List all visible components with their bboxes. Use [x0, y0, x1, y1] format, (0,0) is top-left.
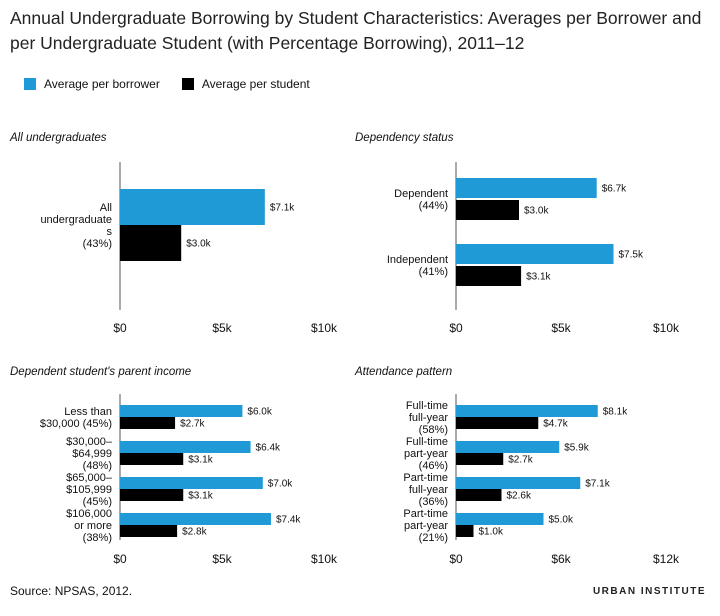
category-label: Part-time full-year (36%)	[403, 472, 448, 508]
x-tick-label: $10k	[311, 552, 338, 566]
bar-per-student	[456, 417, 539, 429]
bar-per-student	[456, 453, 504, 465]
x-tick-label: $10k	[653, 321, 680, 335]
bar-per-borrower	[456, 477, 581, 489]
bar-per-student	[120, 525, 178, 537]
data-label: $7.5k	[619, 250, 644, 261]
bar-per-borrower	[456, 405, 598, 417]
x-tick-label: $10k	[311, 321, 338, 335]
panel-title-parent-income: Dependent student's parent income	[10, 366, 192, 378]
x-tick-label: $0	[113, 321, 127, 335]
legend-swatch-student	[181, 78, 194, 90]
x-tick-label: $0	[449, 552, 463, 566]
panel-title-attendance: Attendance pattern	[355, 366, 453, 378]
brand-logo: URBAN INSTITUTE	[592, 586, 706, 597]
data-label: $3.1k	[526, 272, 551, 283]
data-label: $1.0k	[479, 527, 504, 538]
x-tick-label: $5k	[212, 552, 232, 566]
category-label: All undergraduate s (43%)	[40, 202, 112, 250]
x-tick-label: $5k	[551, 321, 571, 335]
data-label: $6.4k	[256, 443, 281, 454]
category-label: $65,000– $105,999 (45%)	[66, 472, 113, 508]
category-label: Full-time part-year (46%)	[404, 436, 448, 472]
legend-swatch-borrower	[24, 78, 36, 90]
bar-per-borrower	[120, 189, 265, 225]
legend-label-borrower: Average per borrower	[44, 77, 160, 91]
bar-per-student	[456, 525, 474, 537]
panel-title-dependency: Dependency status	[355, 132, 454, 144]
chart-title: Annual Undergraduate Borrowing by Studen…	[10, 8, 702, 53]
bar-per-student	[120, 489, 184, 501]
x-tick-label: $0	[449, 321, 463, 335]
bar-per-borrower	[456, 513, 544, 525]
data-label: $3.0k	[524, 206, 549, 217]
category-label: Independent (41%)	[387, 254, 448, 278]
category-label: Part-time part-year (21%)	[403, 508, 448, 544]
x-tick-label: $0	[113, 552, 127, 566]
data-label: $7.1k	[585, 479, 610, 490]
x-tick-label: $5k	[212, 321, 232, 335]
legend-item-student: Average per student	[181, 77, 310, 91]
data-label: $5.0k	[549, 515, 574, 526]
bar-per-student	[120, 225, 182, 261]
data-label: $3.1k	[188, 491, 213, 502]
data-label: $2.7k	[180, 419, 205, 430]
bar-per-student	[456, 200, 519, 220]
legend-label-student: Average per student	[201, 77, 310, 91]
bar-per-borrower	[120, 441, 251, 453]
legend-item-borrower: Average per borrower	[24, 77, 160, 91]
legend: Average per borrower Average per student	[24, 74, 332, 94]
data-label: $3.0k	[186, 239, 211, 250]
category-label: Full-time full-year (58%)	[406, 400, 449, 436]
data-label: $2.8k	[182, 527, 207, 538]
data-label: $4.7k	[543, 419, 568, 430]
panel-title-all: All undergraduates	[10, 132, 107, 144]
data-label: $3.1k	[188, 455, 213, 466]
bar-per-borrower	[120, 513, 271, 525]
data-label: $7.4k	[276, 515, 301, 526]
bar-per-borrower	[120, 405, 243, 417]
data-label: $2.6k	[507, 491, 532, 502]
x-tick-label: $6k	[551, 552, 571, 566]
bar-per-borrower	[456, 178, 597, 198]
data-label: $6.0k	[247, 407, 272, 418]
bar-per-borrower	[120, 477, 263, 489]
bar-per-student	[120, 417, 176, 429]
bar-per-borrower	[456, 244, 614, 264]
data-label: $5.9k	[564, 443, 589, 454]
source-note: Source: NPSAS, 2012.	[10, 584, 133, 598]
data-label: $7.0k	[268, 479, 293, 490]
category-label: $30,000– $64,999 (48%)	[66, 436, 113, 472]
bar-per-borrower	[456, 441, 560, 453]
data-label: $7.1k	[270, 203, 295, 214]
bar-per-student	[456, 266, 522, 286]
category-label: Dependent (44%)	[394, 188, 448, 212]
data-label: $8.1k	[603, 407, 628, 418]
data-label: $2.7k	[508, 455, 533, 466]
category-label: Less than $30,000 (45%)	[40, 406, 112, 430]
data-label: $6.7k	[602, 184, 627, 195]
category-label: $106,000 or more (38%)	[66, 508, 112, 544]
bar-per-student	[456, 489, 502, 501]
bar-per-student	[120, 453, 184, 465]
x-tick-label: $12k	[653, 552, 680, 566]
